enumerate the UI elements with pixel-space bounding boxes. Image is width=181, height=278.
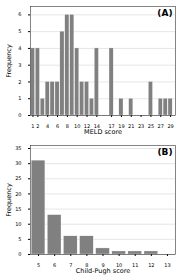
- svg-text:15: 15: [15, 206, 21, 212]
- svg-text:Frequency: Frequency: [5, 183, 13, 217]
- svg-text:6: 6: [18, 11, 21, 17]
- svg-text:10: 10: [115, 262, 123, 268]
- svg-text:1: 1: [31, 123, 34, 129]
- svg-text:29: 29: [167, 123, 173, 129]
- svg-text:35: 35: [15, 145, 21, 151]
- svg-text:30: 30: [15, 160, 21, 166]
- html-text:12 14: 12 14: [83, 123, 100, 130]
- svg-text:0: 0: [18, 112, 21, 118]
- svg-text:(A): (A): [157, 8, 172, 18]
- svg-text:27: 27: [158, 123, 164, 129]
- svg-text:7: 7: [69, 262, 72, 268]
- svg-text:8: 8: [85, 262, 89, 268]
- svg-text:10: 10: [74, 123, 80, 129]
- svg-text:Child-Pugh score: Child-Pugh score: [76, 267, 130, 275]
- svg-text:4: 4: [18, 45, 21, 51]
- svg-text:2: 2: [18, 79, 21, 85]
- svg-text:5: 5: [37, 262, 40, 268]
- svg-text:20: 20: [15, 191, 21, 197]
- svg-text:6: 6: [56, 123, 59, 129]
- svg-text:5: 5: [18, 28, 21, 34]
- svg-text:19: 19: [118, 123, 125, 130]
- svg-text:2: 2: [36, 123, 39, 129]
- svg-text:12: 12: [148, 262, 154, 268]
- svg-text:11: 11: [132, 262, 138, 268]
- svg-text:25: 25: [148, 123, 154, 129]
- svg-text:Frequency: Frequency: [5, 44, 13, 78]
- svg-text:13: 13: [164, 262, 170, 268]
- svg-text:10: 10: [15, 221, 21, 227]
- svg-text:MELD score: MELD score: [84, 128, 122, 136]
- svg-text:17: 17: [108, 123, 115, 130]
- svg-text:1: 1: [18, 95, 21, 101]
- svg-text:0: 0: [18, 251, 21, 257]
- svg-text:25: 25: [15, 175, 21, 181]
- svg-text:8: 8: [66, 123, 69, 129]
- svg-text:6: 6: [53, 262, 56, 268]
- svg-text:4: 4: [46, 123, 49, 129]
- svg-text:23: 23: [138, 123, 144, 129]
- svg-text:(B): (B): [157, 147, 172, 157]
- svg-text:3: 3: [18, 62, 21, 68]
- svg-text:21: 21: [128, 123, 134, 129]
- svg-text:5: 5: [18, 236, 21, 242]
- svg-text:9: 9: [101, 262, 105, 268]
